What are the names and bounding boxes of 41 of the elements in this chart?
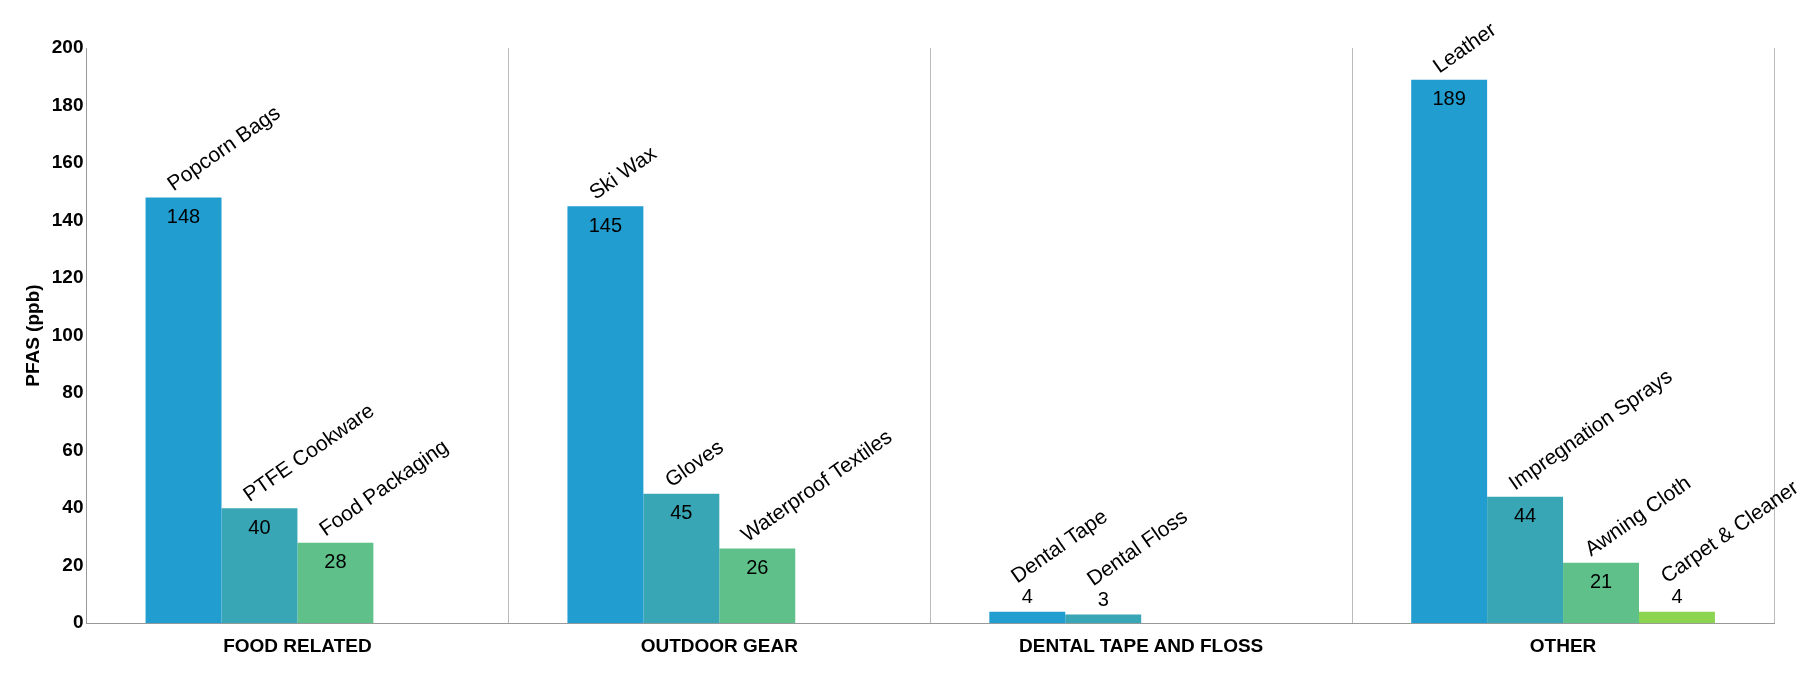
bar bbox=[221, 508, 298, 624]
y-tick-label: 0 bbox=[72, 611, 84, 633]
bar bbox=[1487, 496, 1564, 624]
y-tick-label: 80 bbox=[62, 381, 84, 403]
y-tick-label: 60 bbox=[62, 438, 84, 460]
data-label: 44 bbox=[1513, 504, 1537, 527]
y-tick-label: 200 bbox=[51, 36, 84, 58]
x-tick-label: OTHER bbox=[1529, 634, 1597, 656]
bar bbox=[643, 493, 720, 624]
x-tick-label: DENTAL TAPE AND FLOSS bbox=[1019, 634, 1264, 656]
y-tick-label: 140 bbox=[51, 208, 84, 230]
data-label: 45 bbox=[670, 501, 693, 524]
bar bbox=[719, 548, 796, 624]
data-label: 21 bbox=[1589, 570, 1613, 593]
x-tick-label: OUTDOOR GEAR bbox=[640, 634, 799, 656]
bar bbox=[1563, 562, 1639, 624]
data-label: 40 bbox=[248, 515, 271, 538]
data-label: 145 bbox=[588, 213, 623, 236]
bar bbox=[1065, 614, 1142, 624]
data-label: 28 bbox=[324, 550, 347, 573]
x-tick-label: FOOD RELATED bbox=[223, 634, 372, 656]
y-tick-label: 120 bbox=[51, 266, 84, 288]
data-label: 3 bbox=[1097, 588, 1109, 611]
y-tick-label: 100 bbox=[51, 323, 84, 345]
y-tick-label: 20 bbox=[62, 553, 84, 575]
data-label: 26 bbox=[746, 555, 769, 578]
y-axis-title: PFAS (ppb) bbox=[21, 284, 43, 387]
bar bbox=[297, 542, 374, 624]
y-tick-label: 180 bbox=[51, 93, 84, 115]
y-tick-label: 160 bbox=[51, 151, 84, 173]
bar bbox=[1639, 611, 1715, 624]
bar bbox=[567, 206, 644, 624]
bar bbox=[145, 197, 222, 624]
data-label: 4 bbox=[1671, 585, 1683, 608]
data-label: 4 bbox=[1021, 585, 1033, 608]
bar bbox=[989, 611, 1066, 624]
annotation: Ski Wax bbox=[584, 140, 661, 204]
bar bbox=[1411, 79, 1488, 624]
data-label: 148 bbox=[166, 205, 201, 228]
y-tick-label: 40 bbox=[62, 496, 84, 518]
data-label: 189 bbox=[1432, 87, 1466, 110]
